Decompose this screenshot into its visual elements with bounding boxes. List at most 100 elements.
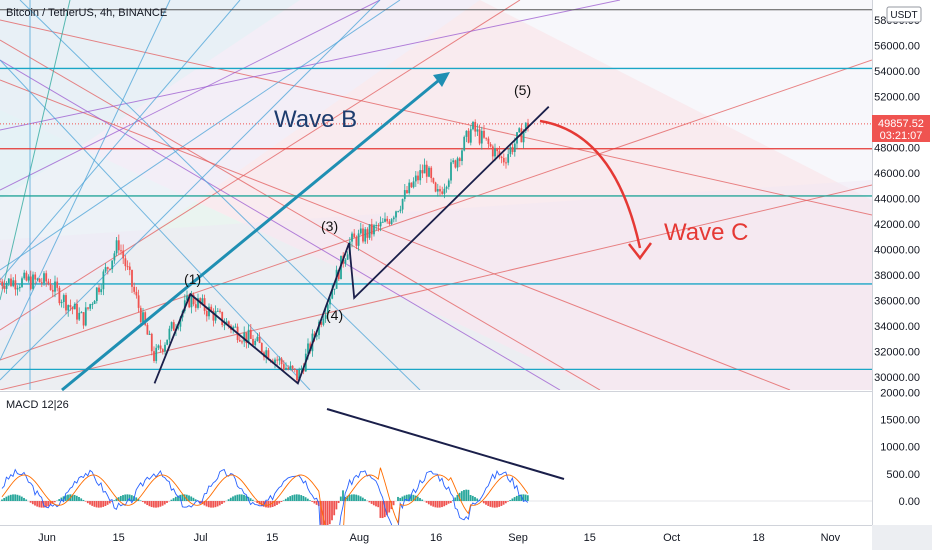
macd-bar: [23, 497, 25, 501]
macd-bar: [203, 501, 206, 506]
macd-bar: [425, 501, 428, 503]
candle: [282, 360, 285, 373]
candle: [69, 299, 72, 311]
candle: [43, 271, 45, 286]
currency-badge: [886, 6, 922, 23]
candle: [256, 332, 259, 342]
macd-bar: [357, 495, 360, 501]
candle: [401, 198, 404, 214]
macd-histogram: [0, 467, 872, 525]
candle: [375, 221, 378, 231]
candle: [392, 215, 395, 223]
candle: [25, 270, 28, 282]
macd-bar: [377, 501, 380, 508]
candle: [124, 255, 127, 271]
macd-bar: [342, 490, 344, 501]
macd-bar: [313, 501, 316, 504]
price-axis[interactable]: 30000.00 32000.00 34000.00 36000.00 38000.00…: [872, 0, 932, 550]
macd-bar: [322, 501, 325, 525]
macd-bar: [7, 495, 10, 501]
candle: [390, 218, 393, 225]
candle: [472, 120, 474, 131]
currency-label: USDT: [890, 10, 917, 21]
macd-bar: [205, 501, 208, 507]
macd-bar: [172, 498, 175, 501]
candle: [122, 244, 125, 264]
candle: [384, 212, 386, 223]
macd-bar: [185, 494, 188, 501]
price-tick: 48000.00: [874, 143, 920, 155]
price-tick: 42000.00: [874, 219, 920, 231]
candle: [36, 277, 39, 281]
macd-bar: [210, 501, 212, 508]
macd-bar: [370, 501, 373, 504]
macd-bar: [432, 501, 435, 507]
candle: [456, 156, 459, 172]
candle: [357, 229, 360, 251]
wave-c-arrow: [539, 119, 653, 261]
candle: [353, 229, 356, 238]
signal-line: [1, 467, 529, 525]
macd-bar: [212, 501, 215, 508]
macd-bar: [148, 501, 151, 507]
macd-bar: [419, 498, 421, 501]
candle: [38, 278, 41, 283]
candle: [524, 122, 527, 134]
candle: [133, 282, 136, 295]
candle: [291, 365, 294, 372]
macd-bar: [526, 495, 529, 501]
macd-bar: [430, 501, 432, 506]
macd-bar: [229, 497, 232, 501]
time-axis[interactable]: Jun 15 Jul 15 Aug 16 Sep 15 Oct 18 Nov: [0, 525, 932, 550]
candle: [280, 356, 283, 370]
candle: [78, 307, 81, 322]
macd-bar: [64, 495, 67, 501]
candle: [428, 166, 430, 178]
macd-bar: [364, 499, 366, 501]
wave-b-arrow: [61, 72, 450, 392]
background-fills: [0, 0, 872, 390]
candle: [170, 321, 173, 332]
candle: [351, 231, 353, 248]
candle: [161, 348, 164, 355]
macd-bar: [201, 501, 204, 505]
fan-lines: [0, 0, 872, 390]
wave-b-label: Wave B: [274, 106, 357, 133]
candle: [223, 318, 226, 331]
price-tick: 44000.00: [874, 194, 920, 206]
candle: [478, 124, 481, 146]
candle: [377, 223, 380, 232]
macd-bar: [408, 494, 410, 501]
candle: [443, 183, 446, 199]
candle: [194, 298, 197, 312]
macd-bar: [304, 497, 307, 501]
macd-bar: [467, 489, 470, 501]
macd-bar: [95, 501, 98, 508]
macd-bar: [73, 494, 76, 501]
time-tick: Sep: [508, 532, 528, 544]
candle: [95, 287, 98, 304]
macd-bar: [104, 501, 107, 507]
macd-bar: [324, 501, 327, 525]
candle: [487, 136, 490, 150]
price-tick: 56000.00: [874, 41, 920, 53]
macd-bar: [346, 495, 349, 501]
macd-bar: [348, 494, 351, 501]
macd-bar: [18, 495, 21, 501]
macd-bar: [214, 501, 217, 508]
macd-bar: [441, 501, 443, 508]
macd-bar: [47, 501, 50, 507]
macd-bar: [29, 501, 32, 503]
candle: [21, 276, 23, 289]
macd-bar: [507, 501, 509, 502]
macd-bar: [436, 501, 439, 508]
time-tick: Jul: [194, 532, 208, 544]
macd-bar: [245, 495, 248, 501]
macd-bar: [78, 496, 80, 501]
candle: [135, 286, 138, 299]
candle: [120, 244, 122, 255]
candle: [439, 185, 441, 196]
macd-bar: [456, 494, 459, 501]
macd-bar: [137, 498, 140, 501]
